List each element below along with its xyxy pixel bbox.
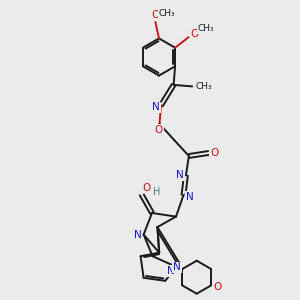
Text: N: N <box>152 102 160 112</box>
Text: N: N <box>186 192 194 202</box>
Text: N: N <box>167 266 175 276</box>
Text: O: O <box>190 29 199 39</box>
Text: N: N <box>173 262 181 272</box>
Text: O: O <box>143 183 151 193</box>
Text: H: H <box>153 187 161 197</box>
Text: CH₃: CH₃ <box>195 82 212 91</box>
Text: N: N <box>134 230 142 240</box>
Text: N: N <box>176 170 184 181</box>
Text: CH₃: CH₃ <box>197 24 214 33</box>
Text: O: O <box>214 282 222 292</box>
Text: O: O <box>154 124 163 135</box>
Text: O: O <box>210 148 218 158</box>
Text: CH₃: CH₃ <box>158 9 175 18</box>
Text: O: O <box>151 10 160 20</box>
